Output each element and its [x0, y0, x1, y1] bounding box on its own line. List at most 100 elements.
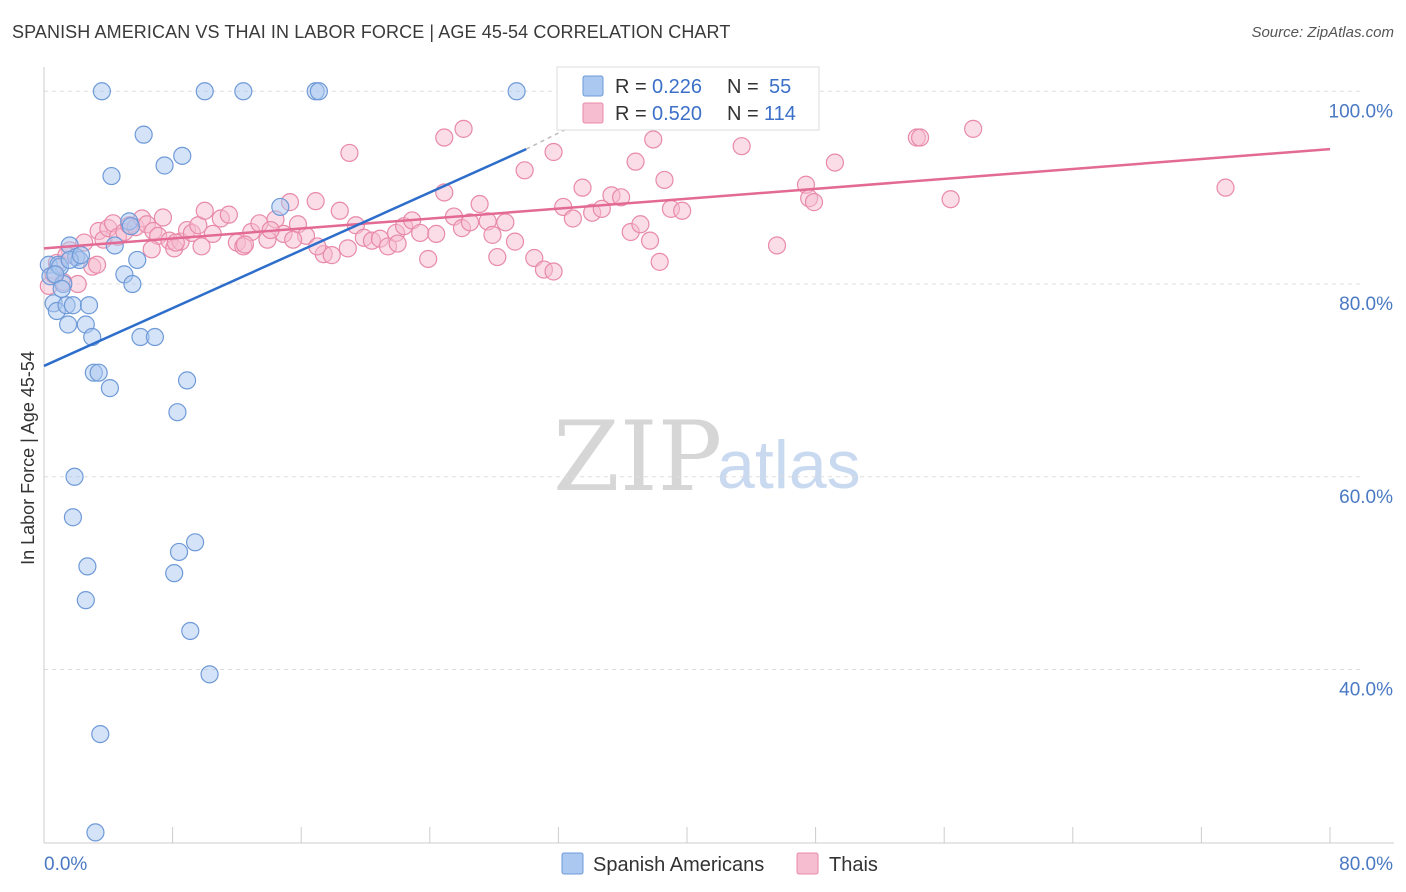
spanish-americans-point: [200, 665, 219, 684]
thais-point: [964, 119, 983, 138]
legend-n-label-blue: N =: [727, 76, 759, 98]
spanish-americans-point: [177, 371, 197, 390]
spanish-americans-point: [105, 236, 124, 255]
spanish-americans-point: [155, 156, 174, 175]
spanish-americans-point: [92, 82, 111, 101]
spanish-americans-point: [79, 296, 99, 315]
thais-point: [655, 170, 674, 190]
thais-point: [910, 128, 930, 147]
thais-point: [544, 142, 563, 162]
thais-point: [496, 213, 515, 232]
thais-point: [435, 128, 454, 147]
spanish-americans-point: [86, 823, 105, 842]
thais-point: [544, 262, 563, 281]
thais-point: [804, 193, 824, 212]
spanish-americans-point: [165, 564, 184, 583]
thais-point: [470, 194, 489, 214]
x-tick-label-min: 0.0%: [44, 854, 87, 875]
thais-point: [673, 201, 692, 220]
thais-point: [427, 224, 446, 244]
spanish-americans-point: [309, 82, 328, 101]
spanish-americans-point: [507, 82, 526, 101]
legend-r-value-pink: 0.520: [652, 103, 702, 125]
spanish-americans-point: [63, 508, 83, 527]
thais-point: [330, 201, 349, 220]
thais-point: [732, 137, 751, 156]
spanish-americans-point: [186, 533, 205, 552]
spanish-americans-point: [123, 274, 142, 294]
thais-point: [563, 209, 582, 228]
thais-point: [419, 249, 438, 269]
thais-point: [87, 255, 107, 274]
spanish-americans-point: [65, 467, 84, 486]
trend-lines: [43, 124, 1331, 368]
series-swatch-spanish: [561, 852, 584, 875]
spanish-americans-point: [71, 246, 91, 265]
thais-point: [631, 215, 650, 234]
legend-r-value-blue: 0.226: [652, 76, 702, 98]
series-label-spanish: Spanish Americans: [593, 854, 764, 876]
thais-point: [153, 208, 173, 227]
spanish-americans-point: [59, 315, 78, 334]
thais-point: [411, 223, 430, 243]
thais-point: [640, 231, 660, 250]
y-tick-label: 40.0%: [1339, 680, 1393, 701]
thais-point: [505, 232, 525, 251]
spanish-americans-points: [39, 82, 526, 842]
spanish-americans-point: [134, 125, 153, 144]
legend-r-label-pink: R =: [615, 103, 647, 125]
thais-point: [644, 130, 663, 149]
legend-n-value-pink: 114: [764, 103, 796, 125]
spanish-americans-point: [173, 146, 192, 165]
y-axis-label: In Labor Force | Age 45-54: [18, 351, 38, 565]
y-tick-labels: 40.0% 60.0% 80.0% 100.0%: [1329, 101, 1394, 700]
thais-point: [483, 225, 502, 244]
spanish-americans-point: [168, 403, 187, 422]
spanish-americans-point: [121, 217, 140, 236]
spanish-americans-point: [76, 591, 95, 610]
y-tick-label: 60.0%: [1339, 487, 1393, 508]
x-tick-label-max: 80.0%: [1339, 854, 1393, 875]
watermark: ZIP atlas: [553, 401, 861, 513]
spanish-americans-point: [78, 557, 97, 576]
stats-legend: R = 0.226 N = 55 R = 0.520 N = 114: [556, 66, 820, 131]
thais-point: [192, 237, 211, 256]
thais-point: [941, 190, 960, 209]
axes: [43, 67, 1394, 844]
spanish-americans-point: [181, 621, 200, 641]
thais-point: [650, 252, 669, 271]
spanish-americans-point: [234, 82, 253, 101]
legend-n-label-pink: N =: [727, 103, 759, 125]
thais-point: [322, 246, 341, 265]
spanish-americans-point: [89, 363, 108, 382]
thais-point: [454, 119, 473, 138]
thais-point: [219, 205, 238, 224]
legend-r-label-blue: R =: [615, 76, 647, 98]
thais-point: [142, 240, 161, 259]
spanish-americans-point: [169, 542, 189, 562]
watermark-zip: ZIP: [553, 401, 722, 513]
x-tick-labels: 0.0% 80.0%: [44, 854, 1393, 875]
chart-title: SPANISH AMERICAN VS THAI IN LABOR FORCE …: [12, 22, 731, 42]
thais-point: [235, 235, 255, 254]
watermark-atlas: atlas: [717, 427, 861, 503]
legend-swatch-pink: [582, 102, 604, 124]
thais-point: [195, 201, 214, 220]
thais-point: [1216, 178, 1235, 197]
series-swatch-thais: [796, 852, 819, 875]
thais-point: [825, 153, 844, 172]
spanish-americans-trend-extension: [525, 124, 575, 150]
thais-point: [284, 230, 303, 249]
thais-point: [388, 234, 407, 253]
thais-point: [626, 152, 645, 171]
series-legend: Spanish Americans Thais: [561, 852, 878, 876]
thais-point: [611, 188, 631, 207]
thais-point: [460, 213, 480, 232]
spanish-americans-point: [100, 379, 120, 398]
series-label-thais: Thais: [829, 854, 878, 876]
y-tick-label: 100.0%: [1329, 101, 1394, 122]
spanish-americans-point: [63, 296, 83, 315]
source-credit: Source: ZipAtlas.com: [1251, 24, 1394, 41]
thais-point: [488, 247, 507, 267]
thais-point: [338, 239, 357, 258]
